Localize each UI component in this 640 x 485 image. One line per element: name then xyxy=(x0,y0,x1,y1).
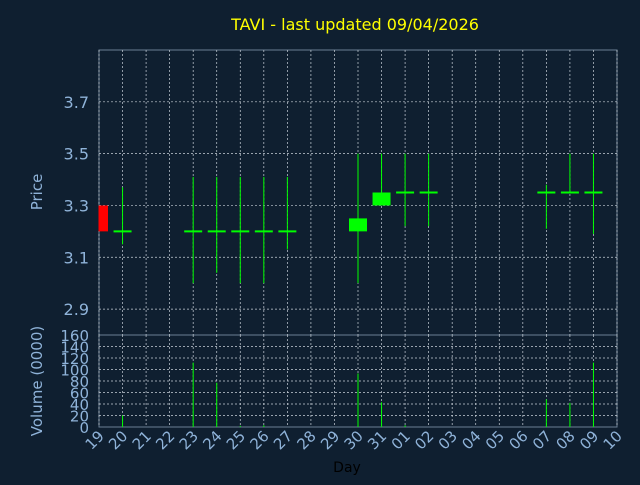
price-tick-label: 3.5 xyxy=(64,145,89,164)
price-tick-label: 3.7 xyxy=(64,93,89,112)
price-axis-label: Price xyxy=(28,174,46,211)
candle-body xyxy=(349,218,367,232)
candle-body xyxy=(99,205,108,232)
x-tick-label: 08 xyxy=(553,427,579,453)
volume-tick-label: 80 xyxy=(70,373,89,391)
x-tick-label: 31 xyxy=(364,427,390,453)
volume-tick-label: 140 xyxy=(60,339,89,357)
x-tick-label: 10 xyxy=(600,427,626,453)
x-tick-label: 01 xyxy=(388,427,414,453)
price-tick-label: 2.9 xyxy=(64,300,89,319)
x-tick-label: 25 xyxy=(223,427,249,453)
x-tick-label: 05 xyxy=(482,427,508,453)
x-tick-label: 07 xyxy=(529,427,555,453)
volume-axis-label: Volume (0000) xyxy=(28,326,46,436)
x-axis-label: Day xyxy=(333,460,361,476)
x-tick-label: 09 xyxy=(576,427,602,453)
volume-tick-label: 0 xyxy=(79,419,89,437)
x-tick-label: 21 xyxy=(129,427,155,453)
x-tick-label: 28 xyxy=(294,427,320,453)
volume-tick-label: 40 xyxy=(70,396,89,414)
price-tick-label: 3.3 xyxy=(64,196,89,215)
x-tick-label: 06 xyxy=(505,427,531,453)
x-tick-label: 04 xyxy=(458,427,484,453)
volume-tick-label: 20 xyxy=(70,408,89,426)
x-tick-label: 02 xyxy=(411,427,437,453)
x-tick-label: 29 xyxy=(317,427,343,453)
x-tick-label: 23 xyxy=(176,427,202,453)
x-tick-label: 26 xyxy=(246,427,272,453)
candle-body xyxy=(372,192,391,206)
x-tick-label: 22 xyxy=(152,427,178,453)
volume-tick-label: 60 xyxy=(70,385,89,403)
x-tick-label: 30 xyxy=(341,427,367,453)
x-tick-label: 24 xyxy=(199,427,225,453)
volume-tick-label: 120 xyxy=(60,350,89,368)
x-tick-label: 20 xyxy=(105,427,131,453)
x-tick-label: 27 xyxy=(270,427,296,453)
chart-title: TAVI - last updated 09/04/2026 xyxy=(230,15,479,34)
volume-tick-label: 100 xyxy=(60,362,89,380)
volume-tick-label: 160 xyxy=(60,327,89,345)
price-tick-label: 3.1 xyxy=(64,248,89,267)
x-tick-label: 03 xyxy=(435,427,461,453)
chart-marks: 2.93.13.33.53.70204060801001201401601920… xyxy=(60,49,626,453)
